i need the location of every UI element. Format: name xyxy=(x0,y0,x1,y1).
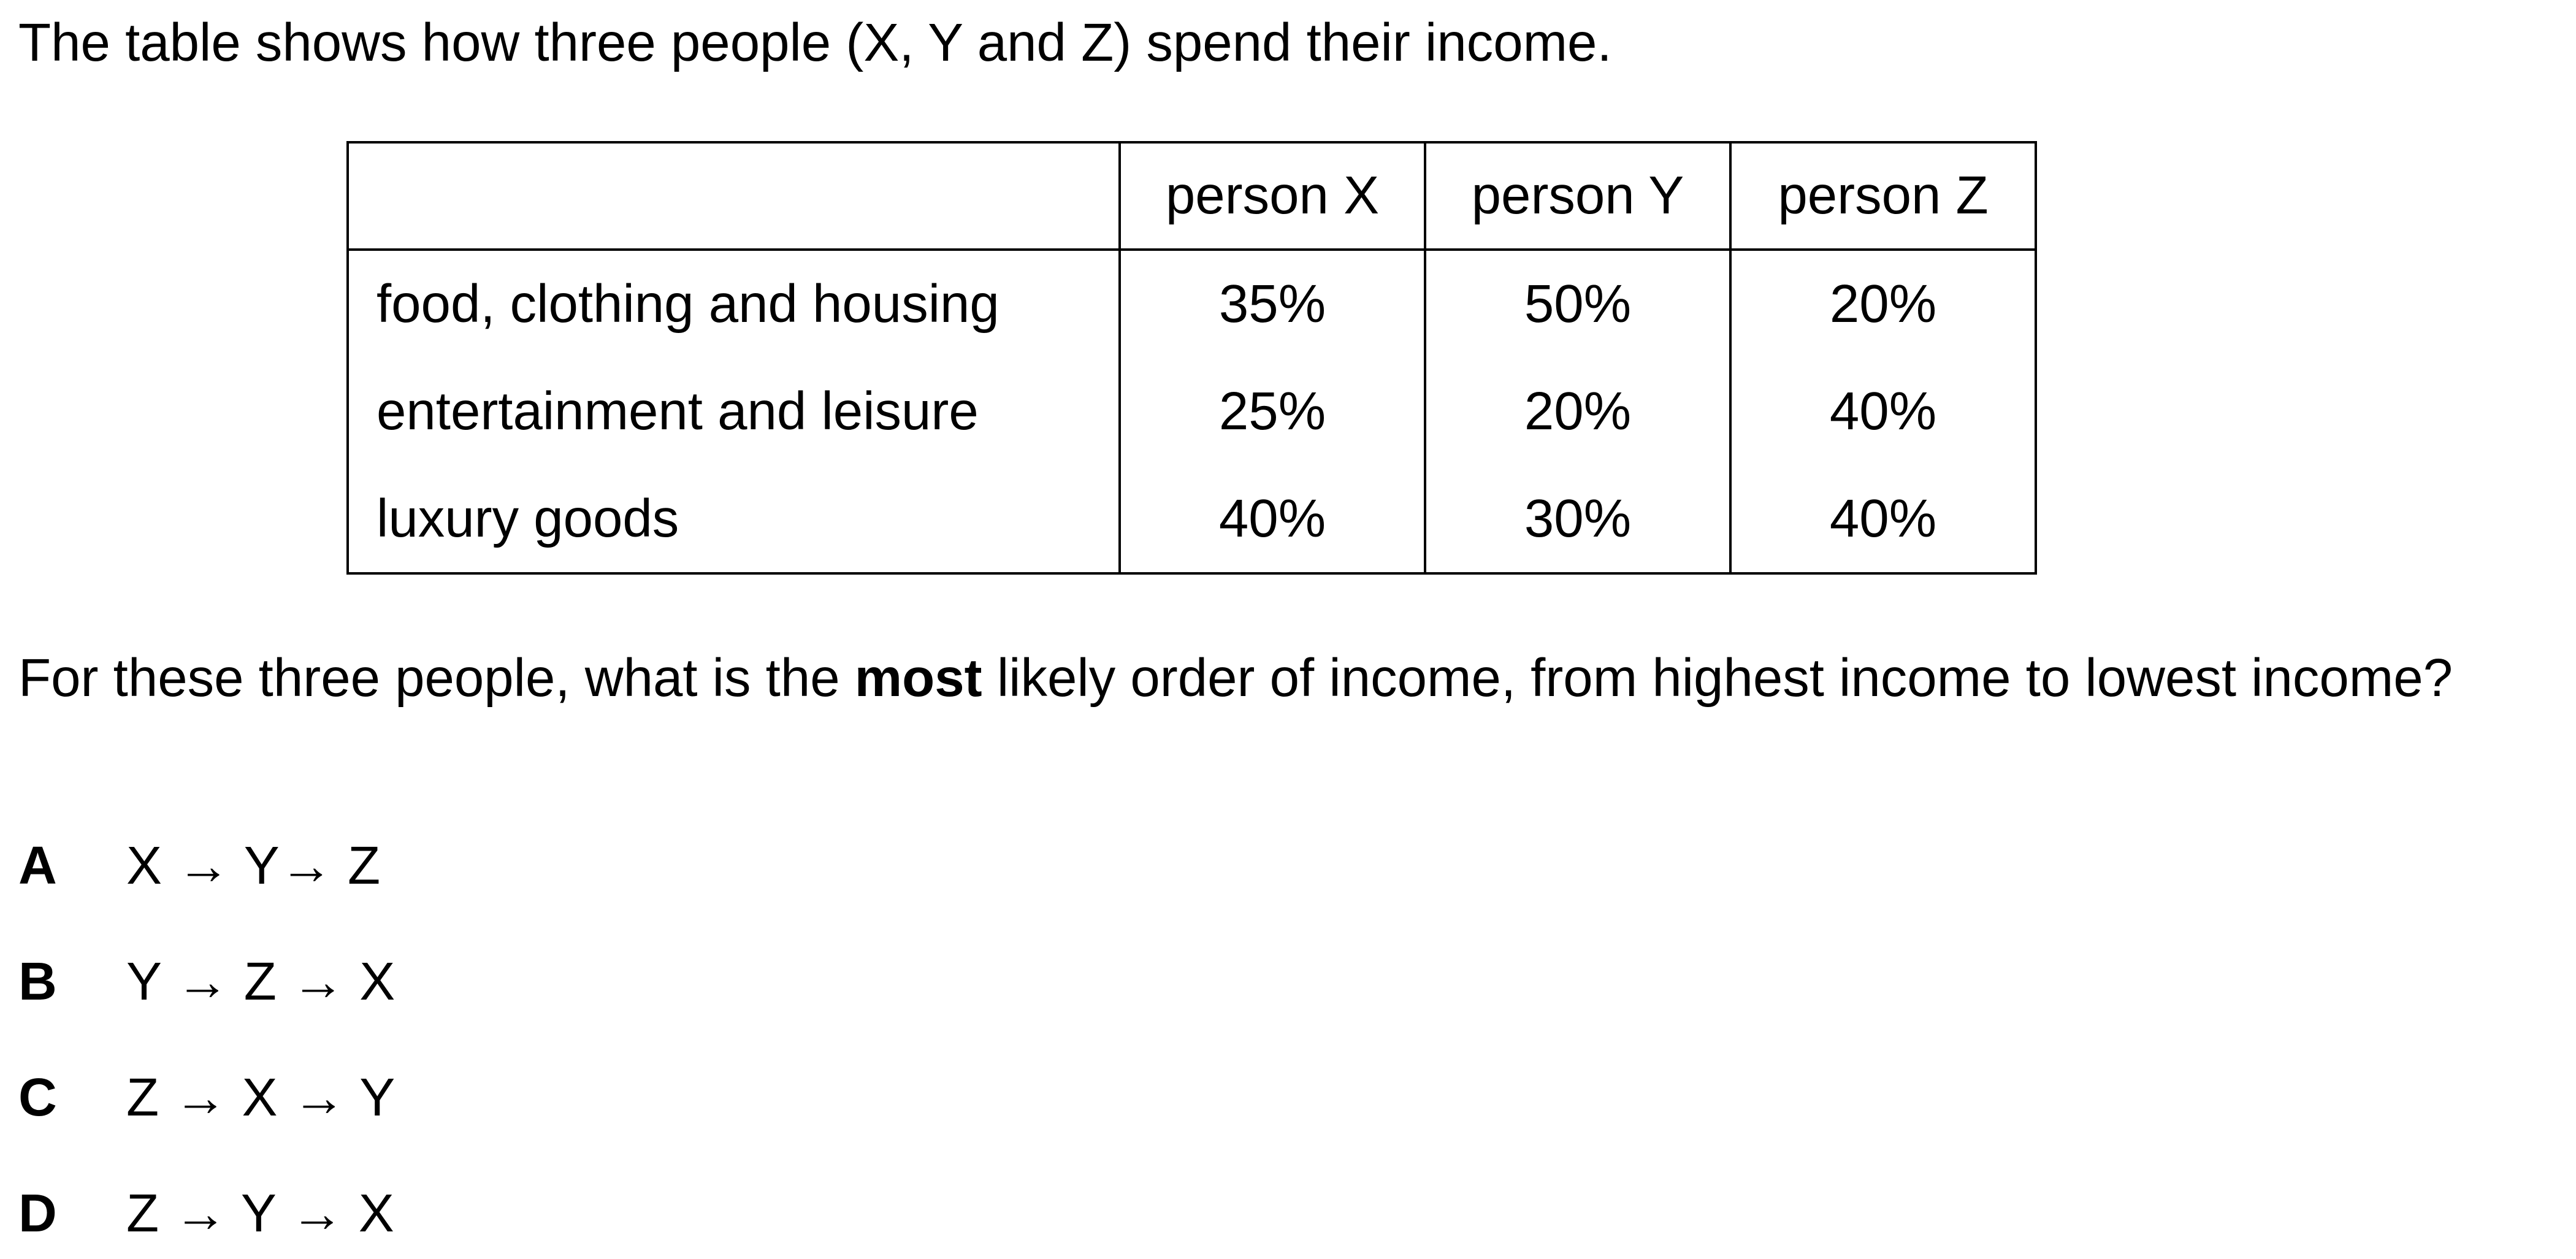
option-letter: B xyxy=(18,952,57,1011)
column-header-person-y: person Y xyxy=(1424,142,1730,250)
option-text: Z → X → Y xyxy=(126,1068,396,1127)
option-letter: C xyxy=(18,1068,57,1127)
option-letter: A xyxy=(18,836,57,895)
option-b[interactable]: B Y → Z → X xyxy=(18,950,395,1066)
intro-text: The table shows how three people (X, Y a… xyxy=(18,13,1612,72)
question-text: For these three people, what is the most… xyxy=(18,645,2471,711)
table-row: luxury goods 40% 30% 40% xyxy=(348,465,2036,573)
cell-value: 20% xyxy=(1424,358,1730,465)
cell-value: 30% xyxy=(1424,465,1730,573)
table-row: food, clothing and housing 35% 50% 20% xyxy=(348,250,2036,358)
row-label-entertainment: entertainment and leisure xyxy=(376,381,979,441)
table-row: entertainment and leisure 25% 20% 40% xyxy=(348,358,2036,465)
option-text: Z → Y → X xyxy=(126,1184,394,1243)
cell-value: 20% xyxy=(1729,250,2036,358)
option-letter: D xyxy=(18,1184,57,1243)
option-c[interactable]: C Z → X → Y xyxy=(18,1066,395,1182)
cell-value: 40% xyxy=(1729,358,2036,465)
column-header-person-x: person X xyxy=(1118,142,1425,250)
question-text-start: For these three people, what is the xyxy=(18,648,855,708)
cell-value: 50% xyxy=(1424,250,1730,358)
option-text: X → Y→ Z xyxy=(126,836,381,895)
table-corner-cell xyxy=(348,142,1120,250)
column-header-person-z: person Z xyxy=(1729,142,2036,250)
question-emphasis: most xyxy=(854,648,982,708)
table-header-row: person X person Y person Z xyxy=(348,142,2036,250)
cell-value: 40% xyxy=(1118,465,1425,573)
row-label-luxury: luxury goods xyxy=(376,488,679,548)
income-spending-table: person X person Y person Z food, clothin… xyxy=(346,141,2037,575)
option-a[interactable]: A X → Y→ Z xyxy=(18,834,395,950)
question-text-end: likely order of income, from highest inc… xyxy=(982,648,2453,708)
cell-value: 35% xyxy=(1118,250,1425,358)
option-text: Y → Z → X xyxy=(126,952,396,1011)
option-d[interactable]: D Z → Y → X xyxy=(18,1182,395,1259)
cell-value: 25% xyxy=(1118,358,1425,465)
row-label-food: food, clothing and housing xyxy=(376,274,999,334)
cell-value: 40% xyxy=(1729,465,2036,573)
answer-options: A X → Y→ Z B Y → Z → X C Z → X → Y D Z →… xyxy=(18,834,395,1259)
